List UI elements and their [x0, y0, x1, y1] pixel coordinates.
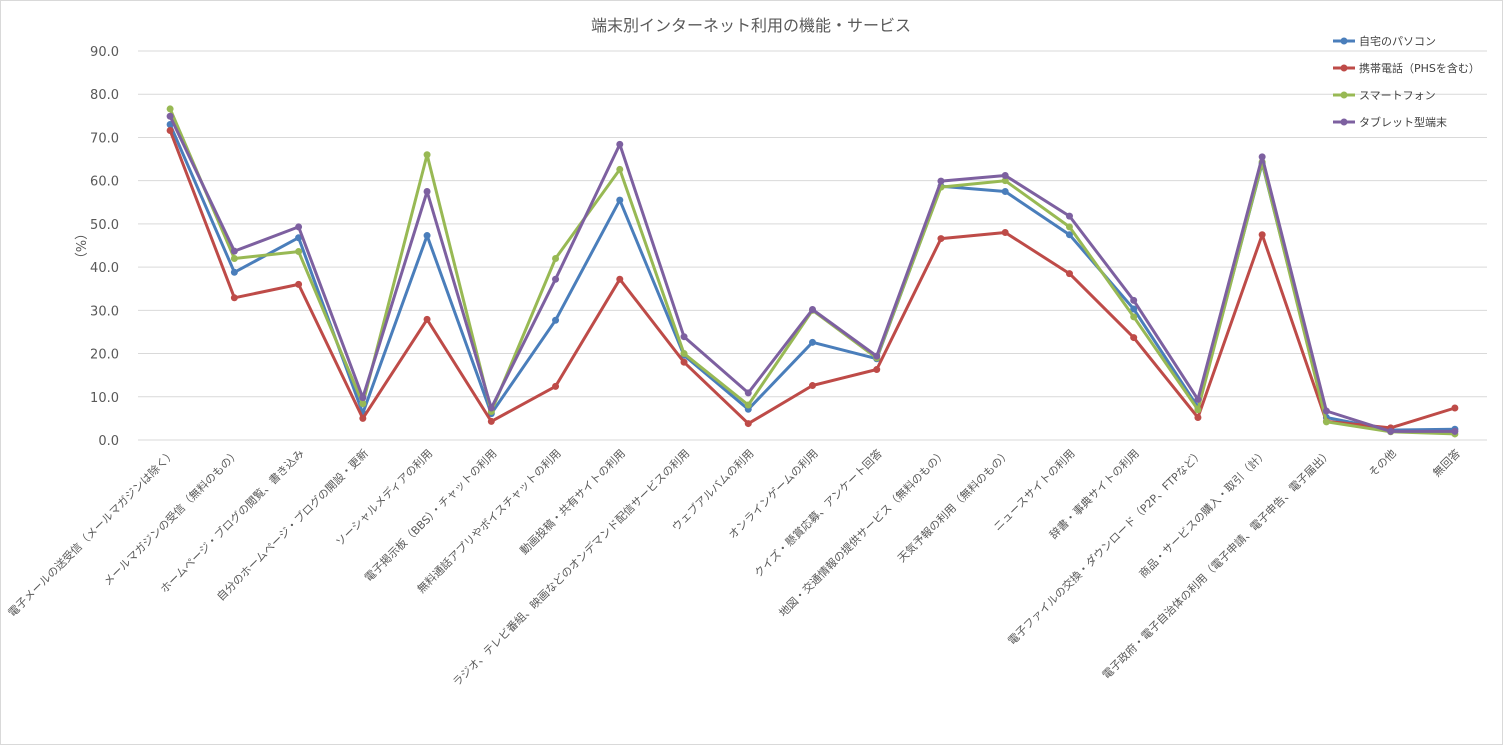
data-point: [1001, 229, 1009, 237]
data-point: [1065, 270, 1073, 278]
data-point: [552, 382, 560, 390]
data-point: [1194, 406, 1202, 414]
y-tick-label: 40.0: [90, 261, 119, 276]
data-point: [680, 350, 688, 358]
y-tick-label: 70.0: [90, 131, 119, 146]
data-point: [230, 247, 238, 255]
data-point: [552, 254, 560, 262]
chart-title: 端末別インターネット利用の機能・サービス: [591, 16, 911, 35]
y-tick-label: 90.0: [90, 45, 119, 60]
data-point: [1065, 231, 1073, 239]
data-point: [487, 417, 495, 425]
y-tick-label: 60.0: [90, 175, 119, 190]
data-point: [295, 223, 303, 231]
data-point: [359, 394, 367, 402]
data-point: [295, 280, 303, 288]
y-tick-label: 30.0: [90, 304, 119, 319]
data-point: [295, 234, 303, 242]
y-tick-label: 0.0: [98, 434, 119, 449]
data-point: [1451, 404, 1459, 412]
legend-label: タブレット型端末: [1359, 115, 1447, 129]
data-point: [359, 414, 367, 422]
legend-label: スマートフォン: [1359, 89, 1436, 102]
legend-swatch-marker: [1340, 64, 1348, 72]
data-point: [166, 105, 174, 113]
data-point: [423, 315, 431, 323]
legend-swatch-marker: [1340, 91, 1348, 99]
data-point: [1130, 305, 1138, 313]
data-point: [552, 275, 560, 283]
data-point: [295, 248, 303, 256]
legend-label: 自宅のパソコン: [1359, 34, 1436, 48]
data-point: [552, 316, 560, 324]
data-point: [166, 112, 174, 120]
data-point: [616, 165, 624, 173]
data-point: [230, 254, 238, 262]
data-point: [616, 196, 624, 204]
legend-swatch-marker: [1340, 118, 1348, 126]
data-point: [744, 389, 752, 397]
legend-label: 携帯電話（PHSを含む）: [1359, 61, 1480, 75]
data-point: [1387, 427, 1395, 435]
data-point: [744, 401, 752, 409]
y-axis-label: （%）: [72, 227, 87, 265]
series-group: [166, 127, 1459, 432]
data-point: [1451, 427, 1459, 435]
data-point: [616, 275, 624, 283]
data-point: [1322, 407, 1330, 415]
data-point: [809, 305, 816, 313]
data-point: [1130, 334, 1138, 342]
data-point: [1130, 296, 1138, 304]
data-point: [487, 404, 495, 412]
data-point: [873, 352, 881, 360]
data-point: [1258, 153, 1266, 161]
data-point: [423, 187, 431, 195]
y-tick-label: 20.0: [90, 348, 119, 363]
data-point: [1194, 395, 1202, 403]
y-tick-label: 10.0: [90, 391, 119, 406]
data-point: [1322, 418, 1330, 426]
data-point: [1194, 414, 1202, 422]
data-point: [423, 151, 431, 159]
data-point: [1130, 313, 1138, 321]
data-point: [230, 294, 238, 302]
data-point: [166, 127, 174, 135]
data-point: [230, 268, 238, 276]
data-point: [937, 235, 945, 243]
data-point: [873, 366, 881, 374]
data-point: [744, 420, 752, 428]
data-point: [809, 382, 816, 390]
data-point: [680, 333, 688, 341]
y-tick-label: 50.0: [90, 218, 119, 233]
data-point: [680, 358, 688, 366]
data-point: [1001, 177, 1009, 185]
y-axis-ticks: 0.0 10.0 20.0 30.0 40.0 50.0 60.0 70.0 80.0 90.0: [90, 45, 119, 449]
data-point: [809, 338, 816, 346]
legend-swatch-marker: [1340, 37, 1348, 45]
data-point: [423, 232, 431, 240]
series-group: [166, 112, 1459, 435]
data-point: [616, 140, 624, 148]
y-tick-label: 80.0: [90, 88, 119, 103]
data-point: [1065, 212, 1073, 220]
data-point: [359, 400, 367, 408]
data-point: [1001, 187, 1009, 195]
series-layer: [166, 105, 1459, 438]
data-point: [1065, 223, 1073, 231]
data-point: [1001, 171, 1009, 179]
data-point: [937, 177, 945, 185]
data-point: [1258, 231, 1266, 239]
